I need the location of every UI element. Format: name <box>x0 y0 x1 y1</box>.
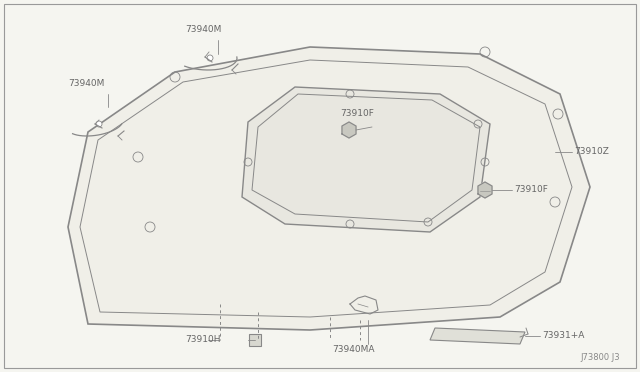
Text: 73910F: 73910F <box>514 186 548 195</box>
Polygon shape <box>242 87 490 232</box>
Text: 73931+A: 73931+A <box>542 331 584 340</box>
Text: 73940M: 73940M <box>68 80 104 89</box>
Polygon shape <box>430 328 525 344</box>
Circle shape <box>207 55 213 61</box>
Polygon shape <box>478 182 492 198</box>
Polygon shape <box>342 122 356 138</box>
Text: J73800 J3: J73800 J3 <box>580 353 620 362</box>
Text: 73940M: 73940M <box>185 26 221 35</box>
Text: 73910Z: 73910Z <box>574 148 609 157</box>
Text: 73910H: 73910H <box>185 336 221 344</box>
Circle shape <box>96 121 102 127</box>
Text: 73940MA: 73940MA <box>332 346 374 355</box>
Text: 73910F: 73910F <box>340 109 374 119</box>
Polygon shape <box>68 47 590 330</box>
